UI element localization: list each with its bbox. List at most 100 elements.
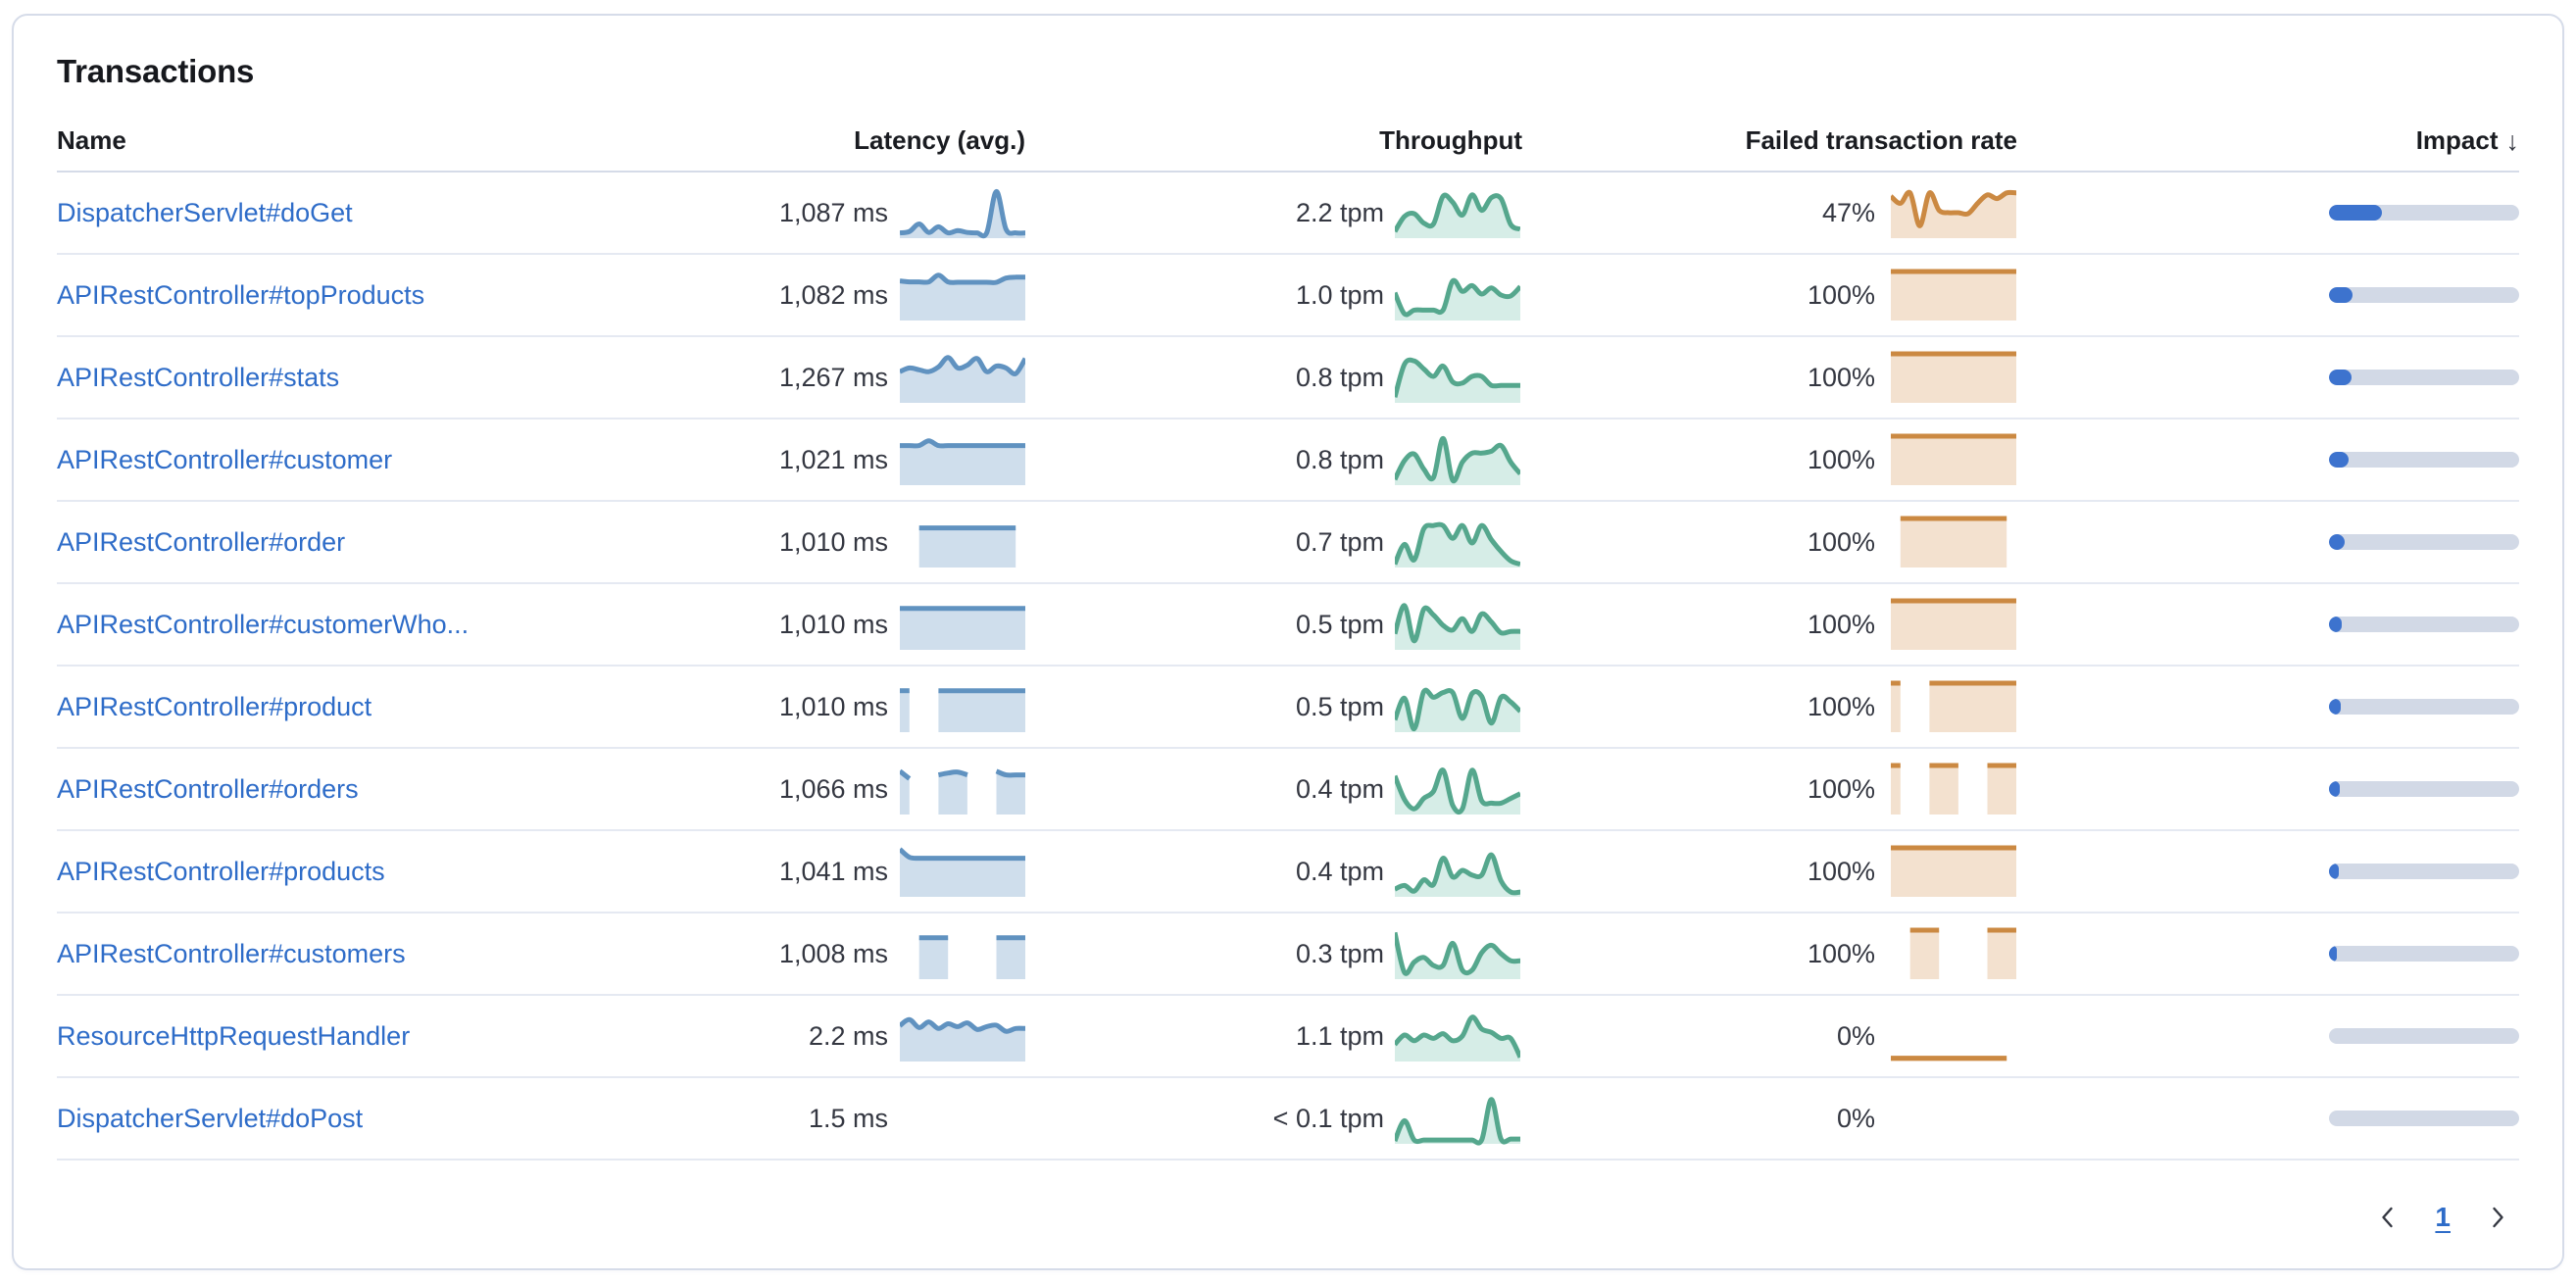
column-header-failed-rate[interactable]: Failed transaction rate: [1745, 124, 2017, 155]
failed-rate-sparkline-cell: [1891, 1009, 2017, 1063]
transaction-link[interactable]: APIRestController#customer: [57, 444, 393, 474]
failed-rate-value: 100%: [1807, 856, 1875, 886]
latency-value: 1.5 ms: [808, 1103, 888, 1133]
latency-value: 1,010 ms: [778, 691, 888, 721]
transaction-link[interactable]: DispatcherServlet#doGet: [57, 197, 353, 227]
column-header-name: Name: [57, 124, 126, 155]
latency-value: 1,066 ms: [778, 773, 888, 804]
previous-page-button[interactable]: [2370, 1200, 2405, 1235]
impact-cell: [2329, 205, 2519, 221]
table-header: Name Latency (avg.) Throughput Failed tr…: [57, 110, 2519, 173]
transaction-link[interactable]: APIRestController#stats: [57, 362, 340, 392]
failed-rate-sparkline: [1891, 1056, 2007, 1062]
transactions-panel: Transactions Name Latency (avg.) Through…: [12, 14, 2564, 1270]
latency-sparkline: [900, 355, 1025, 403]
throughput-sparkline-cell: [1395, 1091, 1522, 1146]
impact-bar-fill: [2329, 946, 2337, 962]
impact-bar: [2329, 781, 2519, 797]
impact-bar: [2329, 1028, 2519, 1044]
table-row: DispatcherServlet#doPost 1.5 ms < 0.1 tpm 0…: [57, 1078, 2519, 1161]
impact-bar: [2329, 617, 2519, 632]
latency-sparkline: [918, 525, 1016, 568]
throughput-sparkline-cell: [1395, 679, 1522, 734]
table-row: APIRestController#orders 1,066 ms 0.4 tpm 1…: [57, 749, 2519, 831]
throughput-value: 0.4 tpm: [1295, 773, 1384, 804]
throughput-sparkline: [1395, 435, 1520, 485]
column-header-latency[interactable]: Latency (avg.): [854, 124, 1025, 155]
transaction-link[interactable]: APIRestController#customers: [57, 938, 406, 968]
failed-rate-value: 100%: [1807, 526, 1875, 557]
failed-rate-value: 100%: [1807, 691, 1875, 721]
throughput-value: 2.2 tpm: [1295, 197, 1384, 227]
impact-bar: [2329, 287, 2519, 303]
failed-rate-value: 0%: [1836, 1020, 1875, 1051]
impact-bar: [2329, 699, 2519, 715]
table-row: APIRestController#stats 1,267 ms 0.8 tpm 10…: [57, 337, 2519, 420]
transaction-link[interactable]: APIRestController#products: [57, 856, 385, 886]
latency-sparkline: [900, 272, 1025, 321]
latency-sparkline: [900, 1016, 1025, 1062]
throughput-value: 0.3 tpm: [1295, 938, 1384, 968]
latency-sparkline-cell: [900, 597, 1025, 652]
failed-rate-sparkline-cell: [1891, 762, 2017, 816]
impact-bar: [2329, 534, 2519, 550]
transaction-link[interactable]: APIRestController#order: [57, 526, 346, 557]
transaction-link[interactable]: ResourceHttpRequestHandler: [57, 1020, 411, 1051]
impact-cell: [2329, 370, 2519, 385]
throughput-sparkline-cell: [1395, 515, 1522, 569]
impact-cell: [2329, 534, 2519, 550]
impact-bar: [2329, 1111, 2519, 1126]
table-row: APIRestController#customers 1,008 ms 0.3 t…: [57, 914, 2519, 996]
impact-bar: [2329, 946, 2519, 962]
failed-rate-sparkline-cell: [1891, 679, 2017, 734]
latency-value: 1,087 ms: [778, 197, 888, 227]
impact-bar-fill: [2329, 370, 2353, 385]
failed-rate-sparkline: [1891, 680, 2016, 732]
latency-value: 1,021 ms: [778, 444, 888, 474]
latency-sparkline-cell: [900, 926, 1025, 981]
throughput-sparkline: [1395, 521, 1520, 568]
column-header-impact[interactable]: Impact ↓: [2017, 125, 2519, 156]
failed-rate-sparkline-cell: [1891, 844, 2017, 899]
latency-value: 1,010 ms: [778, 526, 888, 557]
impact-cell: [2329, 1111, 2519, 1126]
transaction-link[interactable]: APIRestController#product: [57, 691, 372, 721]
failed-rate-sparkline: [1891, 189, 2016, 238]
throughput-sparkline-cell: [1395, 844, 1522, 899]
column-header-throughput[interactable]: Throughput: [1379, 124, 1522, 155]
throughput-value: 0.5 tpm: [1295, 691, 1384, 721]
table-body: DispatcherServlet#doGet 1,087 ms 2.2 tpm 47…: [57, 173, 2519, 1161]
transaction-link[interactable]: APIRestController#orders: [57, 773, 359, 804]
failed-rate-sparkline: [1891, 763, 2016, 815]
impact-cell: [2329, 946, 2519, 962]
impact-bar: [2329, 452, 2519, 468]
failed-rate-value: 100%: [1807, 773, 1875, 804]
throughput-sparkline-cell: [1395, 926, 1522, 981]
latency-sparkline-cell: [900, 1091, 1025, 1146]
throughput-sparkline: [1395, 767, 1520, 815]
sort-descending-icon: ↓: [2505, 125, 2520, 156]
impact-cell: [2329, 452, 2519, 468]
transaction-link[interactable]: DispatcherServlet#doPost: [57, 1103, 364, 1133]
latency-sparkline-cell: [900, 1009, 1025, 1063]
table-row: APIRestController#customerWho... 1,010 ms…: [57, 584, 2519, 667]
next-page-button[interactable]: [2480, 1200, 2515, 1235]
panel-title: Transactions: [57, 53, 255, 89]
table-row: APIRestController#products 1,041 ms 0.4 tp…: [57, 831, 2519, 914]
latency-sparkline: [900, 188, 1025, 239]
latency-sparkline: [918, 935, 1025, 979]
impact-bar-fill: [2329, 864, 2340, 879]
latency-sparkline-cell: [900, 515, 1025, 569]
latency-value: 1,082 ms: [778, 279, 888, 310]
impact-bar-fill: [2329, 781, 2341, 797]
page-number-1[interactable]: 1: [2435, 1202, 2451, 1232]
chevron-right-icon: [2493, 1207, 2503, 1228]
throughput-sparkline-cell: [1395, 432, 1522, 487]
impact-cell: [2329, 781, 2519, 797]
latency-sparkline: [900, 688, 1025, 732]
impact-bar-fill: [2329, 205, 2383, 221]
throughput-sparkline: [1395, 1014, 1520, 1062]
table-row: APIRestController#topProducts 1,082 ms 1.0…: [57, 255, 2519, 337]
transaction-link[interactable]: APIRestController#customerWho...: [57, 609, 470, 639]
transaction-link[interactable]: APIRestController#topProducts: [57, 279, 425, 310]
